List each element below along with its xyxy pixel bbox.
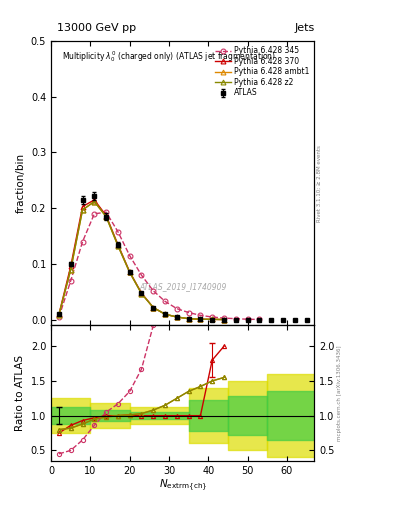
Y-axis label: fraction/bin: fraction/bin [15,153,25,213]
Pythia 6.428 z2 [186,315,191,322]
Line: Pythia 6.428 345: Pythia 6.428 345 [57,210,262,322]
Y-axis label: Rivet 3.1.10; ≥ 2.8M events: Rivet 3.1.10; ≥ 2.8M events [317,145,322,222]
Pythia 6.428 370 [139,290,144,296]
Pythia 6.428 ambt1 [92,199,97,205]
Pythia 6.428 ambt1 [151,305,156,311]
X-axis label: $N_\mathrm{extrm\{ch\}}$: $N_\mathrm{extrm\{ch\}}$ [158,477,207,493]
Pythia 6.428 370 [151,305,156,311]
Pythia 6.428 345 [233,315,238,322]
Pythia 6.428 ambt1 [139,290,144,296]
Pythia 6.428 z2 [210,316,215,323]
Pythia 6.428 ambt1 [186,315,191,322]
Pythia 6.428 ambt1 [57,312,61,318]
Pythia 6.428 ambt1 [68,267,73,273]
Pythia 6.428 345 [163,298,167,305]
Pythia 6.428 ambt1 [116,243,120,249]
Pythia 6.428 345 [68,278,73,284]
Pythia 6.428 z2 [57,312,61,318]
Pythia 6.428 345 [80,239,85,245]
Legend: Pythia 6.428 345, Pythia 6.428 370, Pythia 6.428 ambt1, Pythia 6.428 z2, ATLAS: Pythia 6.428 345, Pythia 6.428 370, Pyth… [212,43,312,100]
Pythia 6.428 345 [57,314,61,320]
Pythia 6.428 ambt1 [174,314,179,320]
Pythia 6.428 z2 [116,243,120,249]
Pythia 6.428 ambt1 [80,207,85,213]
Pythia 6.428 345 [257,316,262,323]
Pythia 6.428 370 [210,316,215,323]
Pythia 6.428 z2 [80,207,85,213]
Pythia 6.428 370 [186,315,191,322]
Line: Pythia 6.428 ambt1: Pythia 6.428 ambt1 [57,199,226,322]
Pythia 6.428 345 [186,309,191,315]
Pythia 6.428 z2 [127,269,132,275]
Pythia 6.428 ambt1 [198,316,203,323]
Line: Pythia 6.428 370: Pythia 6.428 370 [57,198,226,322]
Pythia 6.428 ambt1 [210,316,215,323]
Pythia 6.428 z2 [92,199,97,205]
Pythia 6.428 370 [92,197,97,203]
Pythia 6.428 345 [127,252,132,259]
Pythia 6.428 370 [80,203,85,209]
Pythia 6.428 370 [163,311,167,317]
Pythia 6.428 345 [92,211,97,217]
Pythia 6.428 345 [174,306,179,312]
Pythia 6.428 z2 [222,316,226,323]
Pythia 6.428 z2 [104,214,108,220]
Pythia 6.428 345 [198,312,203,318]
Pythia 6.428 345 [210,314,215,320]
Text: 13000 GeV pp: 13000 GeV pp [57,23,136,33]
Pythia 6.428 ambt1 [104,214,108,220]
Pythia 6.428 370 [68,263,73,269]
Pythia 6.428 345 [139,272,144,278]
Pythia 6.428 ambt1 [127,269,132,275]
Pythia 6.428 z2 [139,290,144,296]
Text: Multiplicity $\lambda_0^0$ (charged only) (ATLAS jet fragmentation): Multiplicity $\lambda_0^0$ (charged only… [62,50,275,65]
Pythia 6.428 370 [127,269,132,275]
Pythia 6.428 345 [222,315,226,321]
Pythia 6.428 345 [151,288,156,294]
Text: Jets: Jets [294,23,314,33]
Pythia 6.428 370 [116,242,120,248]
Line: Pythia 6.428 z2: Pythia 6.428 z2 [57,199,226,322]
Pythia 6.428 z2 [151,305,156,311]
Pythia 6.428 370 [57,311,61,317]
Pythia 6.428 370 [198,316,203,323]
Pythia 6.428 z2 [68,267,73,273]
Pythia 6.428 z2 [198,316,203,323]
Pythia 6.428 ambt1 [222,316,226,323]
Pythia 6.428 370 [104,212,108,219]
Pythia 6.428 345 [116,229,120,235]
Pythia 6.428 345 [104,209,108,215]
Y-axis label: Ratio to ATLAS: Ratio to ATLAS [15,355,25,431]
Pythia 6.428 345 [245,316,250,323]
Pythia 6.428 370 [222,316,226,323]
Y-axis label: mcplots.cern.ch [arXiv:1306.3436]: mcplots.cern.ch [arXiv:1306.3436] [338,345,342,441]
Pythia 6.428 ambt1 [163,311,167,317]
Pythia 6.428 z2 [163,311,167,317]
Pythia 6.428 370 [174,314,179,320]
Pythia 6.428 z2 [174,314,179,320]
Text: ATLAS_2019_I1740909: ATLAS_2019_I1740909 [139,282,226,291]
